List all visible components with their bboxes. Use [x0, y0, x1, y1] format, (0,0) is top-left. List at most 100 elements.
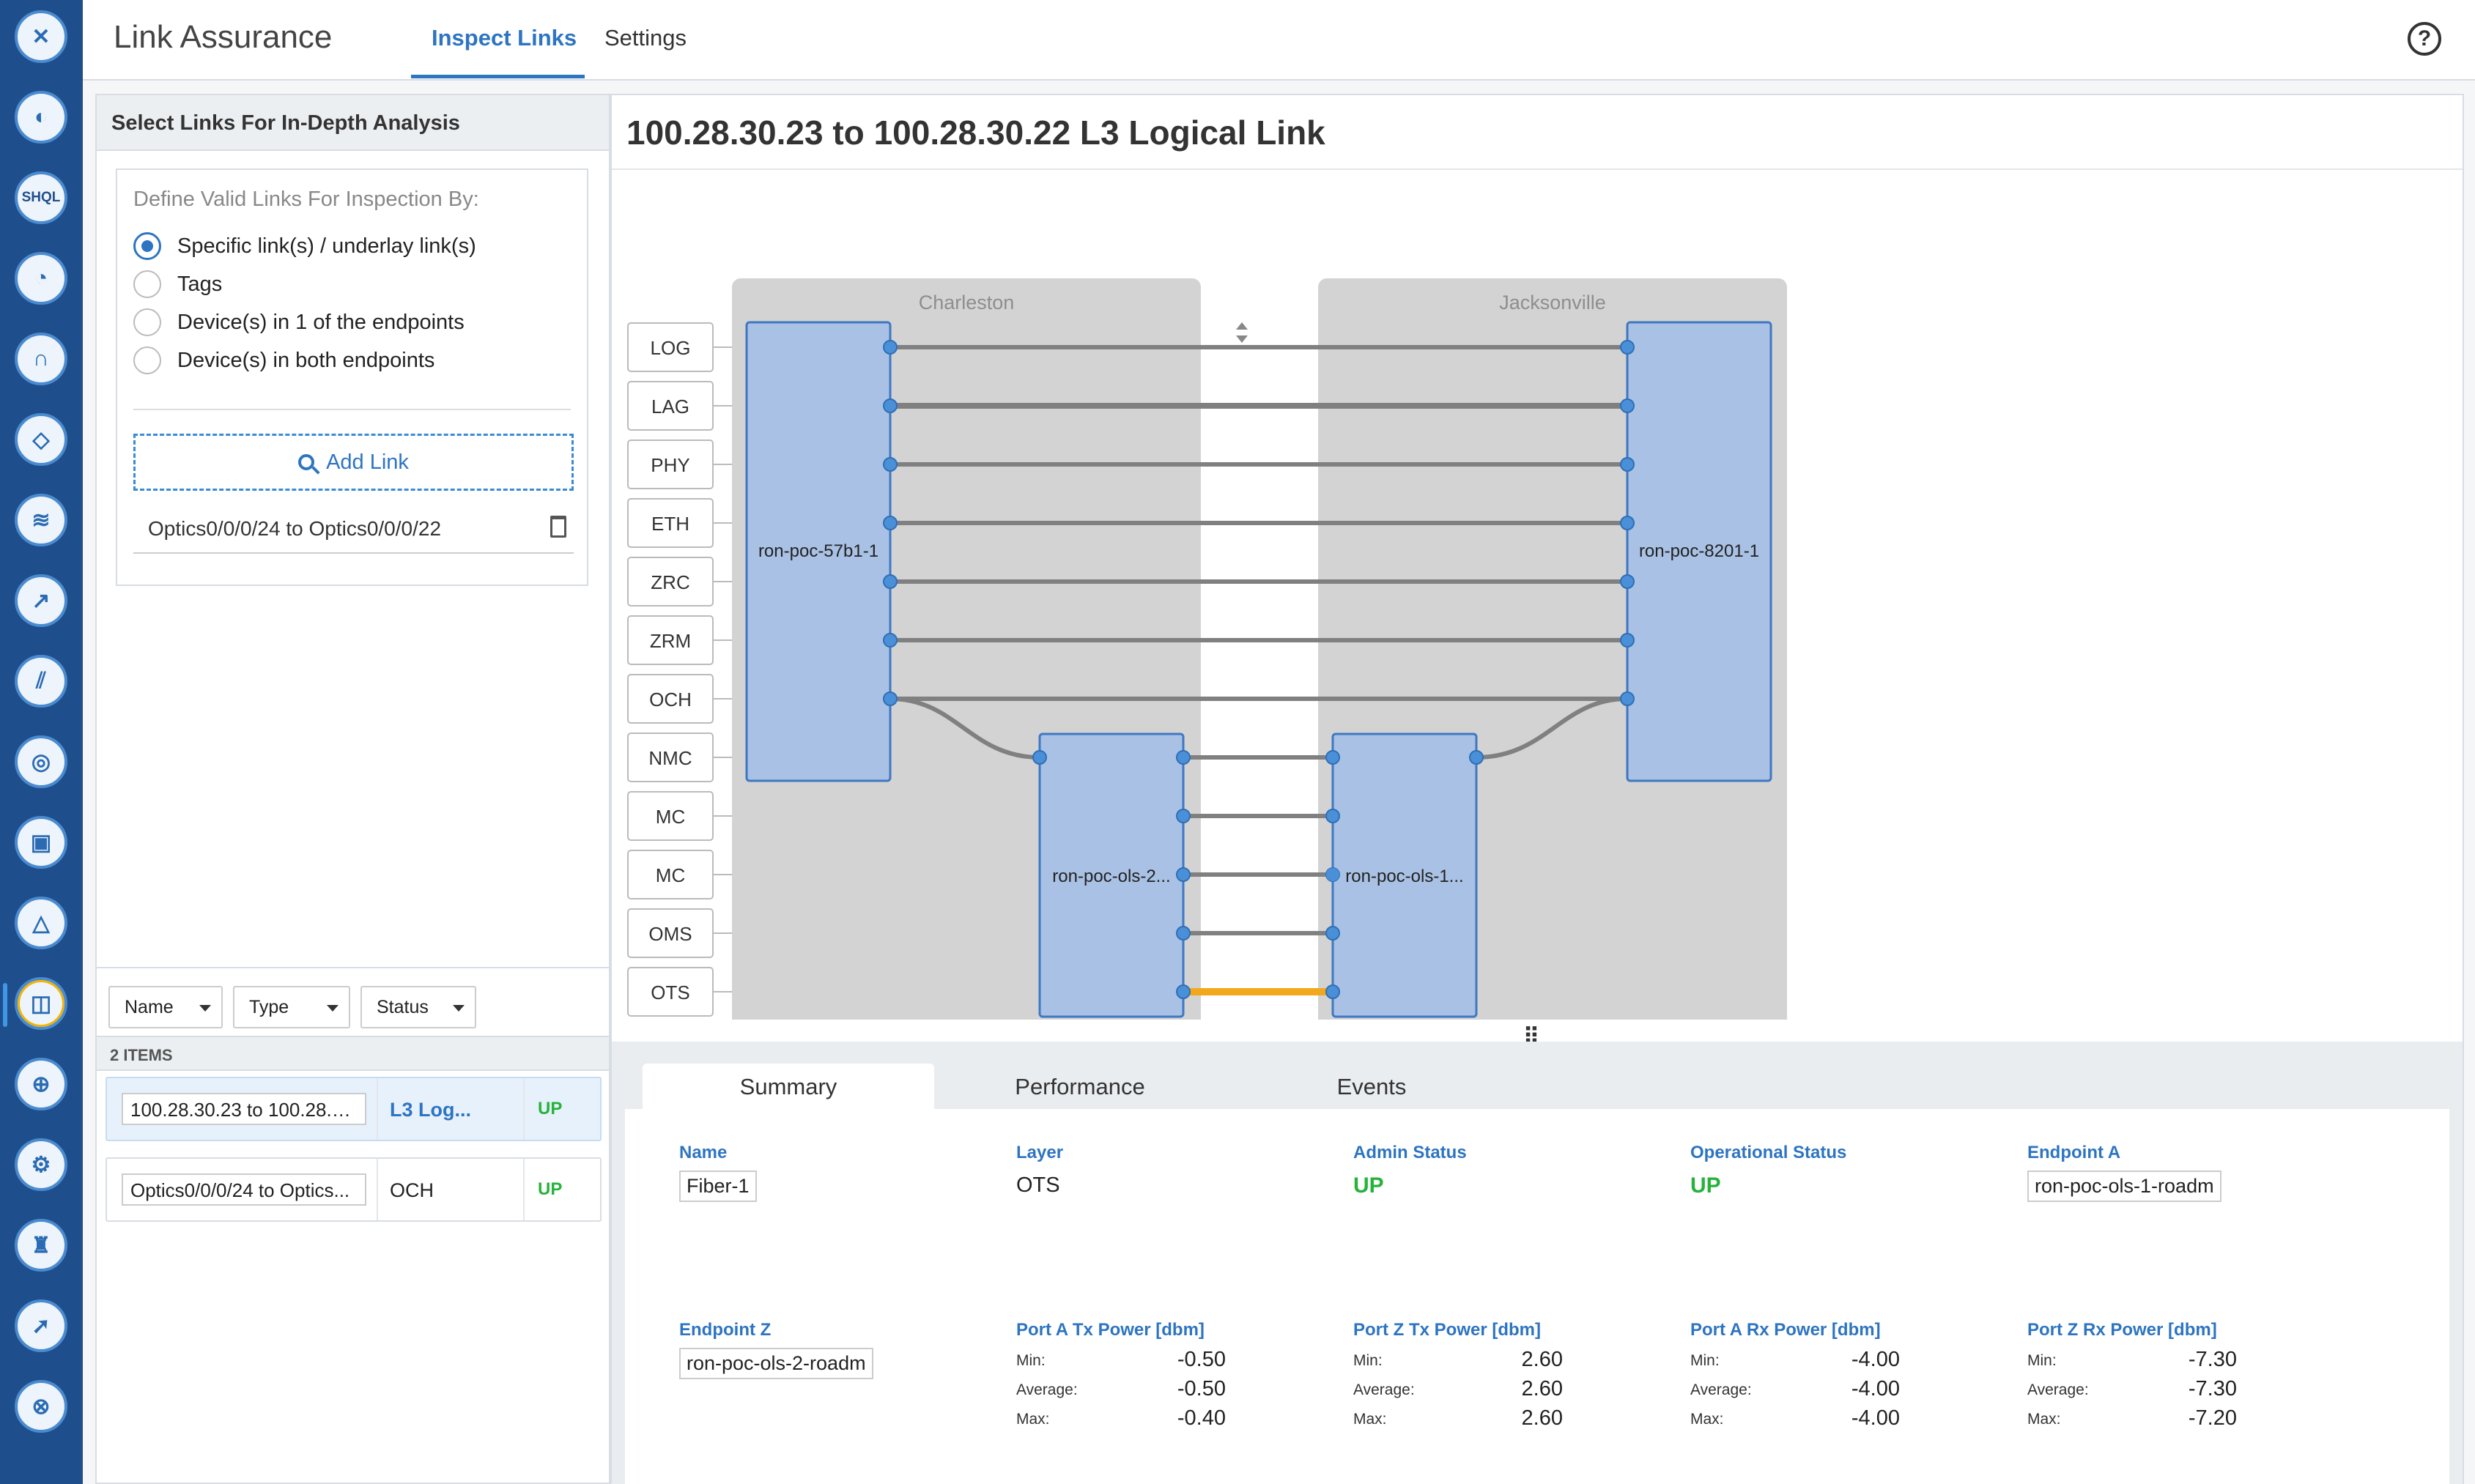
- link-list-item[interactable]: 100.28.30.23 to 100.28.3... L3 Log... UP: [106, 1077, 602, 1141]
- home-icon[interactable]: ✕: [15, 10, 67, 63]
- radio-button[interactable]: [133, 270, 161, 298]
- trend-icon[interactable]: ↗: [15, 574, 67, 627]
- chevron-down-icon: [199, 1005, 211, 1012]
- filter-name-dropdown[interactable]: Name: [108, 986, 223, 1028]
- port-dot: [1176, 809, 1191, 823]
- option-devices-one-endpoint[interactable]: Device(s) in 1 of the endpoints: [133, 308, 465, 337]
- trash-icon[interactable]: [550, 516, 566, 538]
- stat-value-average: -4.00: [1851, 1377, 1900, 1400]
- filter-status-dropdown[interactable]: Status: [360, 986, 476, 1028]
- tab-summary[interactable]: Summary: [643, 1064, 934, 1109]
- port-dot: [883, 340, 898, 355]
- weather-icon[interactable]: ◔: [15, 252, 67, 305]
- stat-key-max: Max:: [1353, 1411, 1387, 1428]
- port-dot: [883, 574, 898, 589]
- stat-key-average: Average:: [1690, 1381, 1752, 1398]
- clipboard-icon[interactable]: ▣: [15, 816, 67, 869]
- shql-icon[interactable]: SHQL: [15, 171, 67, 224]
- globe-icon[interactable]: ⊗: [15, 1380, 67, 1433]
- chart-pie-icon[interactable]: ◐: [15, 91, 67, 144]
- endpoint-z-value: ron-poc-ols-2-roadm: [679, 1348, 873, 1379]
- bars-icon[interactable]: ⫽: [15, 655, 67, 708]
- question-circle-icon[interactable]: ?: [2408, 22, 2441, 56]
- search-icon: [298, 454, 315, 470]
- link-name: 100.28.30.23 to 100.28.3...: [122, 1093, 366, 1125]
- triangle-icon[interactable]: △: [15, 897, 67, 949]
- filter-bar: Name Type Status: [97, 967, 609, 1040]
- define-label: Define Valid Links For Inspection By:: [133, 188, 479, 211]
- field-label: Operational Status: [1690, 1143, 1847, 1162]
- field-label: Port Z Tx Power [dbm]: [1353, 1320, 1542, 1340]
- add-link-label: Add Link: [326, 450, 409, 474]
- tower-icon[interactable]: ♜: [15, 1219, 67, 1272]
- link-selection-panel: Select Links For In-Depth Analysis Defin…: [95, 94, 610, 1484]
- radio-button[interactable]: [133, 232, 161, 260]
- filter-type-dropdown[interactable]: Type: [233, 986, 350, 1028]
- divider: [523, 1078, 525, 1140]
- port-dot: [1325, 984, 1340, 999]
- field-label: Endpoint Z: [679, 1320, 772, 1340]
- option-specific-links[interactable]: Specific link(s) / underlay link(s): [133, 231, 476, 261]
- filter-label: Name: [125, 996, 174, 1017]
- option-tags[interactable]: Tags: [133, 270, 222, 299]
- link-assurance-icon[interactable]: ◫: [15, 977, 67, 1030]
- link-line: [1476, 697, 1628, 760]
- stat-value-min: 2.60: [1521, 1348, 1563, 1371]
- site-label: Charleston: [919, 292, 1015, 314]
- stat-value-max: -7.20: [2188, 1406, 2237, 1430]
- monitor-icon[interactable]: ◎: [15, 735, 67, 788]
- port-dot: [1620, 516, 1635, 530]
- field-label: Layer: [1016, 1143, 1064, 1162]
- settings-icon[interactable]: ⚙: [15, 1138, 67, 1191]
- port-dot: [1176, 926, 1191, 941]
- name-value: Fiber-1: [679, 1170, 757, 1202]
- magnet-icon[interactable]: ∩: [15, 333, 67, 385]
- selected-link-text: Optics0/0/0/24 to Optics0/0/0/22: [148, 517, 442, 540]
- device-label: ron-poc-ols-2...: [1052, 867, 1170, 886]
- port-dot: [1176, 750, 1191, 765]
- chat-icon[interactable]: ◇: [15, 413, 67, 466]
- port-dot: [1325, 809, 1340, 823]
- layer-label: ZRC: [651, 571, 689, 593]
- layer-label: MC: [656, 864, 685, 886]
- compass-icon[interactable]: ⊕: [15, 1058, 67, 1110]
- field-label: Name: [679, 1143, 728, 1162]
- operational-status-value: UP: [1690, 1173, 1721, 1198]
- port-dot: [1032, 750, 1047, 765]
- tab-inspect-links[interactable]: Inspect Links: [432, 25, 577, 51]
- chevron-down-icon: [453, 1005, 465, 1012]
- field-label: Endpoint A: [2027, 1143, 2121, 1162]
- link-type: OCH: [390, 1179, 434, 1201]
- port-dot: [883, 691, 898, 706]
- field-label: Port Z Rx Power [dbm]: [2027, 1320, 2217, 1340]
- stat-value-max: -4.00: [1851, 1406, 1900, 1430]
- endpoint-a-value: ron-poc-ols-1-roadm: [2027, 1170, 2221, 1202]
- port-dot: [1620, 633, 1635, 648]
- app-title: Link Assurance: [114, 19, 333, 55]
- router-node: [1626, 321, 1772, 782]
- stat-key-min: Min:: [1353, 1352, 1383, 1369]
- tab-settings[interactable]: Settings: [604, 25, 687, 51]
- radio-button[interactable]: [133, 308, 161, 336]
- stat-key-average: Average:: [2027, 1381, 2089, 1398]
- arrow-icon[interactable]: ➚: [15, 1299, 67, 1352]
- option-label: Device(s) in both endpoints: [177, 348, 435, 372]
- layer-value: OTS: [1016, 1173, 1060, 1197]
- stat-key-min: Min:: [1690, 1352, 1720, 1369]
- radio-button[interactable]: [133, 346, 161, 374]
- option-devices-both-endpoints[interactable]: Device(s) in both endpoints: [133, 346, 434, 375]
- selected-link-item: Optics0/0/0/24 to Optics0/0/0/22: [133, 502, 574, 554]
- layers-icon[interactable]: ≋: [15, 494, 67, 546]
- divider: [377, 1078, 378, 1140]
- panel-title: Select Links For In-Depth Analysis: [97, 95, 609, 151]
- tab-performance[interactable]: Performance: [1015, 1074, 1145, 1099]
- device-label: ron-poc-8201-1: [1639, 541, 1759, 561]
- filter-label: Status: [377, 996, 429, 1017]
- link-list-item[interactable]: Optics0/0/0/24 to Optics... OCH UP: [106, 1157, 602, 1222]
- stat-key-min: Min:: [1016, 1352, 1046, 1369]
- tab-events[interactable]: Events: [1336, 1074, 1407, 1099]
- layer-label: LOG: [651, 337, 691, 359]
- add-link-button[interactable]: Add Link: [133, 434, 574, 491]
- stat-value-max: -0.40: [1177, 1406, 1226, 1430]
- link-type: L3 Log...: [390, 1099, 471, 1121]
